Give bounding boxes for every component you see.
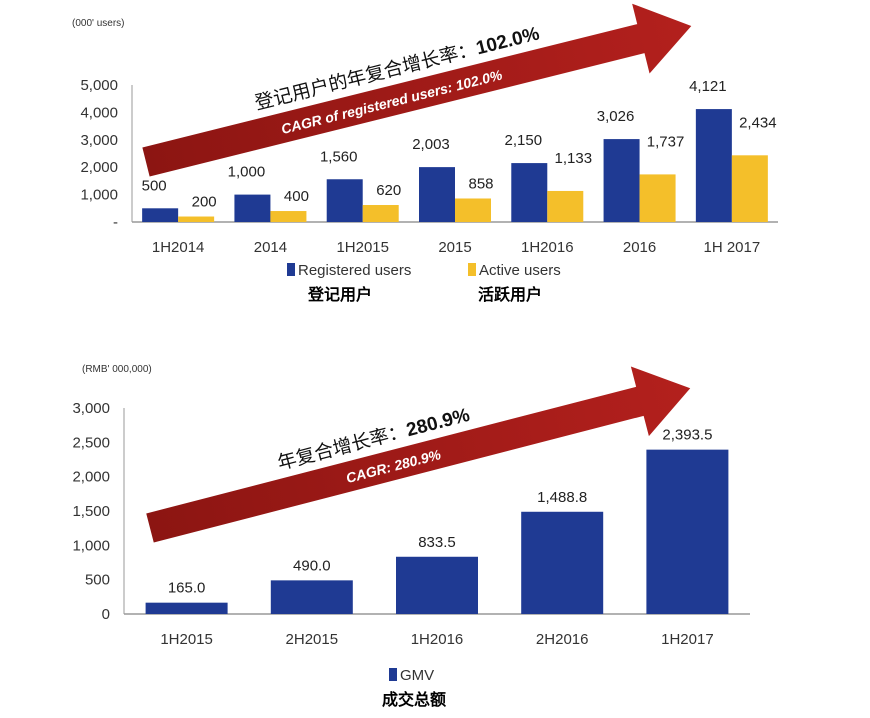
bar-registered-users <box>142 208 179 222</box>
bar-registered-users <box>603 139 640 222</box>
y-tick-label: 5,000 <box>80 77 118 94</box>
x-tick-label: 1H2017 <box>661 631 714 648</box>
data-label: 1,488.8 <box>537 489 587 506</box>
bar-active-users <box>362 205 399 222</box>
y-tick-label: 3,000 <box>80 132 118 149</box>
data-label: 500 <box>142 177 167 194</box>
y-tick-label: 2,500 <box>72 434 110 451</box>
y-tick-label: 2,000 <box>80 159 118 176</box>
bar-registered-users <box>695 109 732 222</box>
bar-gmv <box>646 449 729 614</box>
y-tick-label: 1,000 <box>80 187 118 204</box>
data-label: 2,150 <box>505 132 543 149</box>
x-tick-label: 2015 <box>438 239 471 256</box>
x-tick-label: 2H2015 <box>286 631 339 648</box>
x-tick-label: 1H 2017 <box>703 239 760 256</box>
unit-label: (000' users) <box>72 18 125 29</box>
legend-cn-label: 登记用户 <box>307 285 372 304</box>
data-label: 833.5 <box>418 534 456 551</box>
data-label: 3,026 <box>597 108 635 125</box>
bar-active-users <box>270 211 307 222</box>
bar-active-users <box>731 155 768 222</box>
y-tick-label: 3,000 <box>72 400 110 417</box>
x-tick-label: 2014 <box>254 239 287 256</box>
data-label: 4,121 <box>689 78 727 95</box>
y-tick-label: 4,000 <box>80 104 118 121</box>
data-label: 1,560 <box>320 148 358 165</box>
data-label: 2,393.5 <box>662 427 712 444</box>
y-tick-label: 1,000 <box>72 537 110 554</box>
legend-swatch <box>389 668 397 681</box>
legend-cn-label: 成交总额 <box>382 690 446 709</box>
data-label: 2,434 <box>739 114 777 131</box>
legend-label: Registered users <box>298 262 411 279</box>
bar-active-users <box>178 216 215 222</box>
bar-active-users <box>639 174 676 222</box>
x-tick-label: 1H2015 <box>160 631 213 648</box>
x-tick-label: 1H2014 <box>152 239 205 256</box>
bar-gmv <box>521 511 604 614</box>
legend-cn-label: 活跃用户 <box>478 285 542 304</box>
arrow-shape <box>146 366 691 543</box>
data-label: 2,003 <box>412 136 450 153</box>
data-label: 1,737 <box>647 133 685 150</box>
y-tick-label: 2,000 <box>72 469 110 486</box>
legend-swatch <box>468 263 476 276</box>
y-tick-label: - <box>113 214 118 231</box>
x-tick-label: 2016 <box>623 239 656 256</box>
y-tick-label: 500 <box>85 572 110 589</box>
bar-registered-users <box>419 167 455 222</box>
data-label: 858 <box>468 175 493 192</box>
data-label: 1,133 <box>555 150 593 167</box>
y-tick-label: 1,500 <box>72 503 110 520</box>
bar-registered-users <box>326 179 363 222</box>
x-tick-label: 1H2015 <box>336 239 389 256</box>
data-label: 490.0 <box>293 557 331 574</box>
data-label: 620 <box>376 182 401 199</box>
arrow-shape <box>142 3 692 177</box>
unit-label: (RMB' 000,000) <box>82 364 152 375</box>
bar-active-users <box>547 190 584 222</box>
legend-swatch <box>287 263 295 276</box>
y-tick-label: 0 <box>102 606 110 623</box>
bar-gmv <box>396 556 478 614</box>
data-label: 165.0 <box>168 580 206 597</box>
x-tick-label: 1H2016 <box>521 239 574 256</box>
bar-registered-users <box>234 194 271 222</box>
data-label: 200 <box>192 194 217 211</box>
cagr-arrow: CAGR: 280.9%年复合增长率：280.9% <box>146 366 691 543</box>
bar-gmv <box>270 580 353 614</box>
bar-registered-users <box>511 163 548 222</box>
data-label: 1,000 <box>228 164 266 181</box>
data-label: 400 <box>284 188 309 205</box>
x-tick-label: 1H2016 <box>411 631 464 648</box>
x-tick-label: 2H2016 <box>536 631 589 648</box>
legend-label: Active users <box>479 262 561 279</box>
bar-gmv <box>145 602 228 614</box>
bar-active-users <box>455 198 491 222</box>
legend-label: GMV <box>400 667 434 684</box>
